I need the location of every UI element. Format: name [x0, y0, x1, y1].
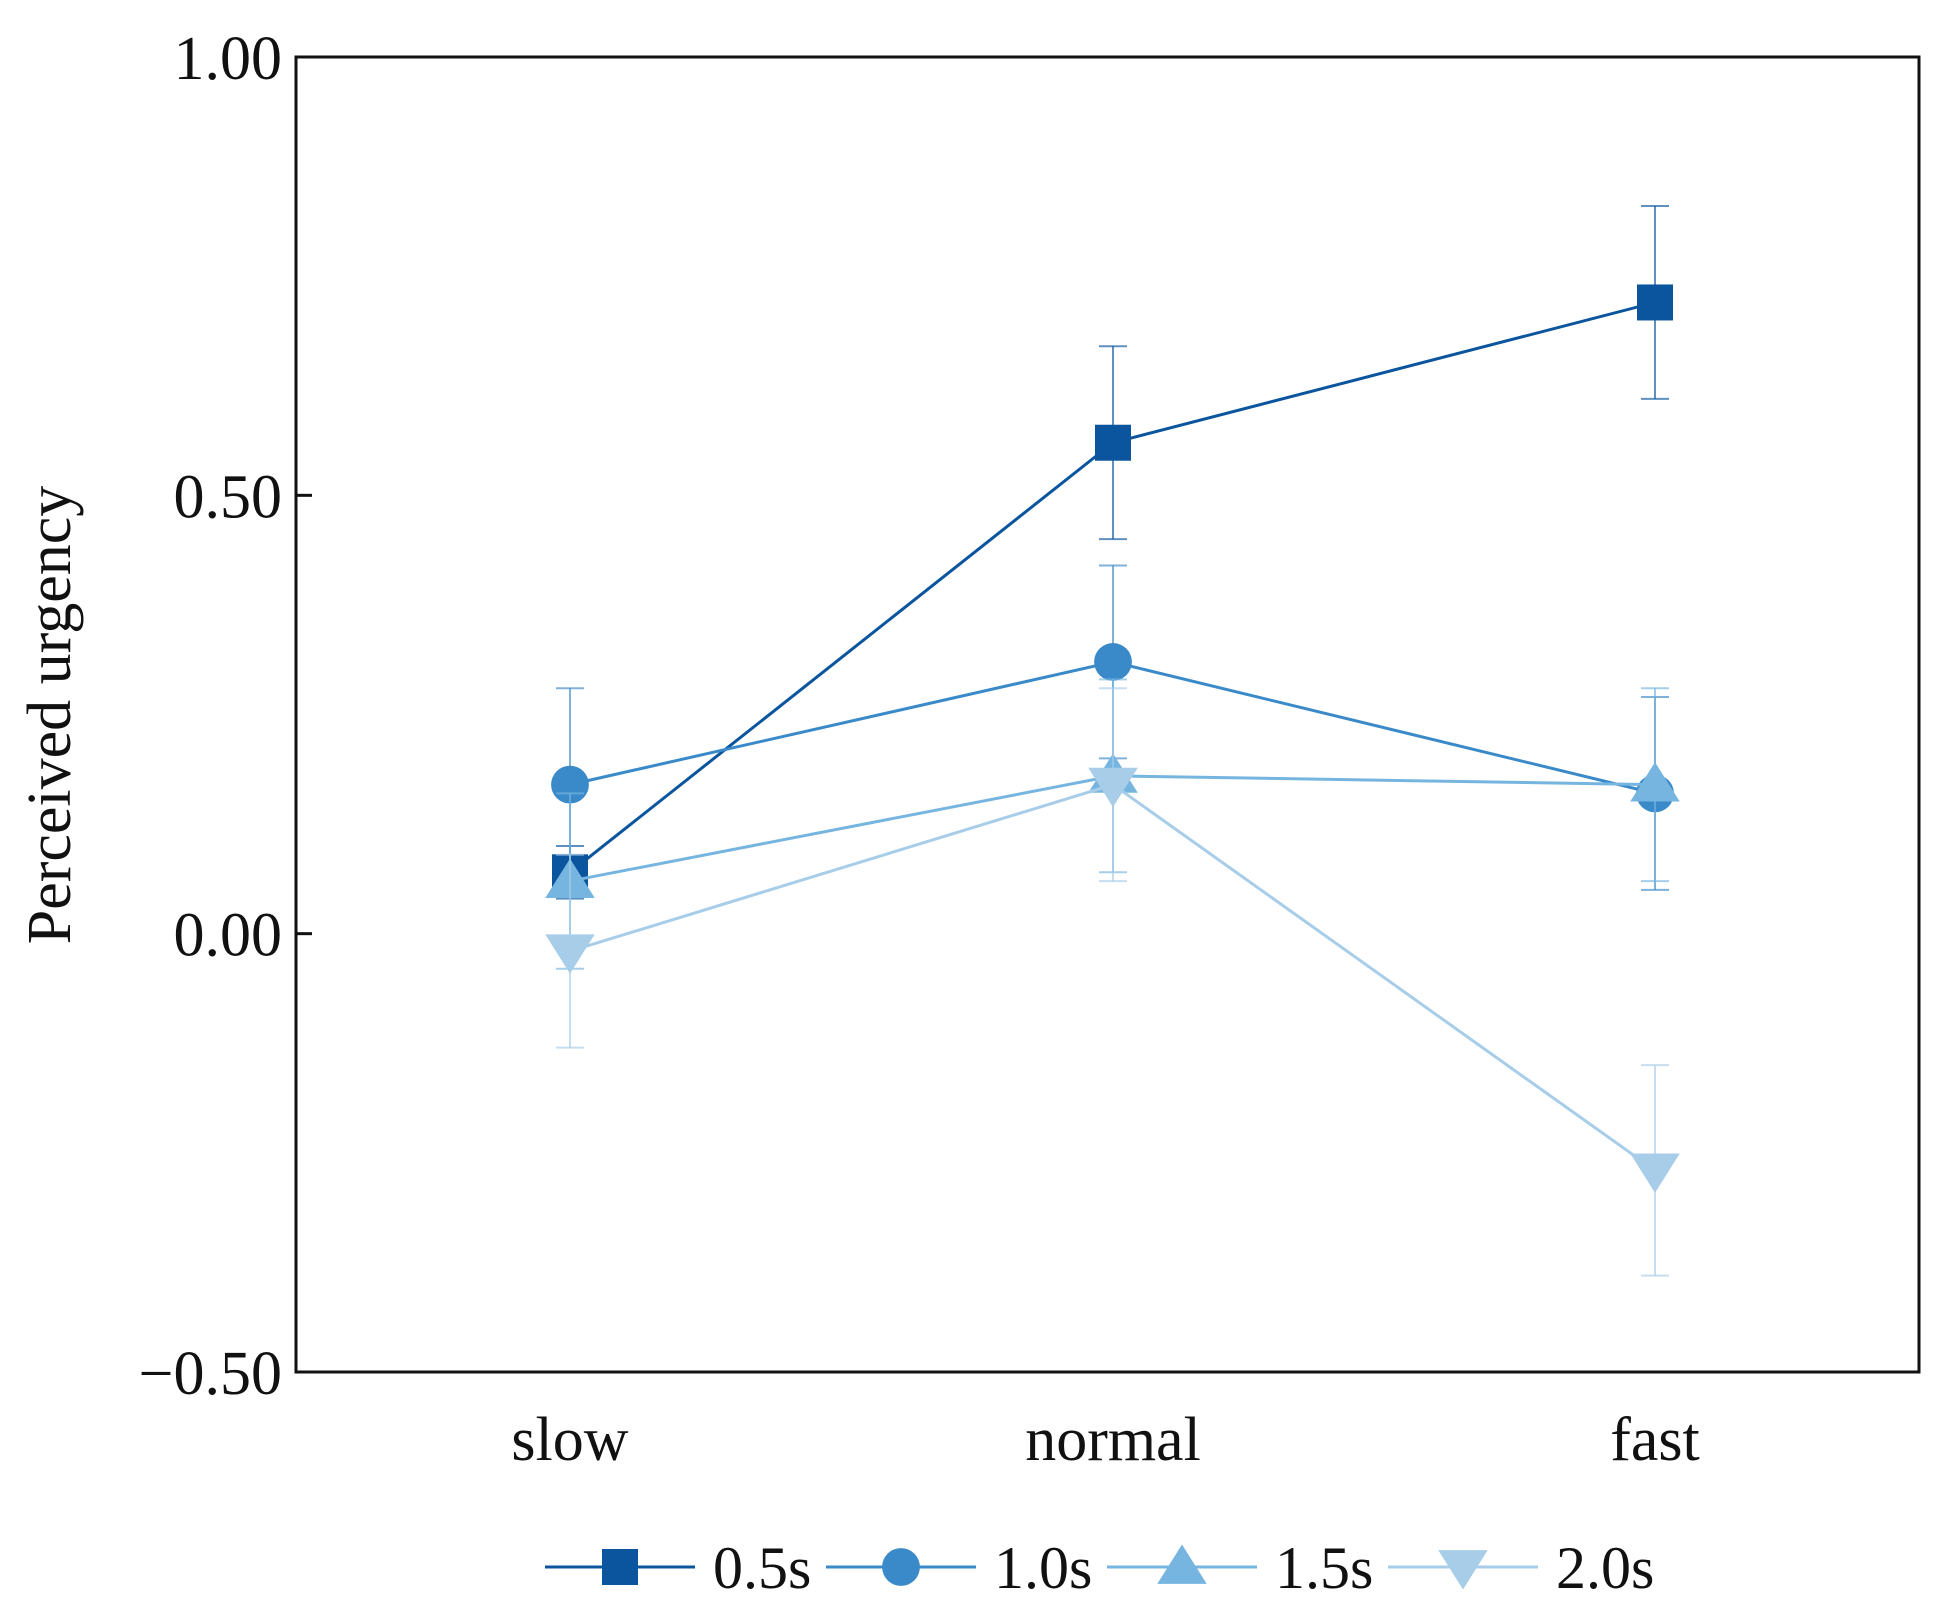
data-point	[1637, 284, 1673, 321]
y-axis-title: Perceived urgency	[16, 486, 84, 945]
data-point	[1088, 767, 1138, 808]
plot-frame	[294, 55, 1921, 1374]
legend-label: 1.0s	[994, 1535, 1092, 1600]
data-point	[1094, 643, 1132, 681]
y-tick-label: 1.00	[174, 25, 283, 93]
x-tick-label: normal	[1025, 1406, 1201, 1474]
legend-item-2.0s: 2.0s	[1388, 1535, 1654, 1600]
legend-label: 2.0s	[1556, 1535, 1654, 1600]
y-tick-label: −0.50	[139, 1340, 282, 1408]
y-axis: −0.50 0.00 0.50 1.00	[139, 25, 312, 1408]
data-point	[1630, 1153, 1680, 1193]
data-point	[545, 934, 595, 974]
y-tick-label: 0.00	[174, 902, 283, 970]
series-layer	[545, 205, 1680, 1277]
legend-marker	[1157, 1544, 1207, 1584]
legend-label: 0.5s	[713, 1535, 811, 1600]
legend: 0.5s 1.0s 1.5s 2.0s	[545, 1535, 1654, 1600]
legend-item-1.0s: 1.0s	[826, 1535, 1092, 1600]
data-point	[1630, 762, 1680, 802]
legend-marker	[882, 1548, 920, 1586]
x-tick-label: fast	[1610, 1406, 1700, 1474]
legend-label: 1.5s	[1275, 1535, 1373, 1600]
x-axis: slow normal fast	[511, 1406, 1699, 1474]
legend-item-1.5s: 1.5s	[1107, 1535, 1373, 1600]
series-2.0s	[545, 687, 1680, 1277]
x-tick-label: slow	[511, 1406, 628, 1474]
legend-item-0.5s: 0.5s	[545, 1535, 811, 1600]
data-point	[1095, 424, 1131, 461]
y-tick-label: 0.50	[174, 463, 283, 531]
legend-marker	[602, 1549, 638, 1585]
legend-marker	[1438, 1550, 1488, 1590]
